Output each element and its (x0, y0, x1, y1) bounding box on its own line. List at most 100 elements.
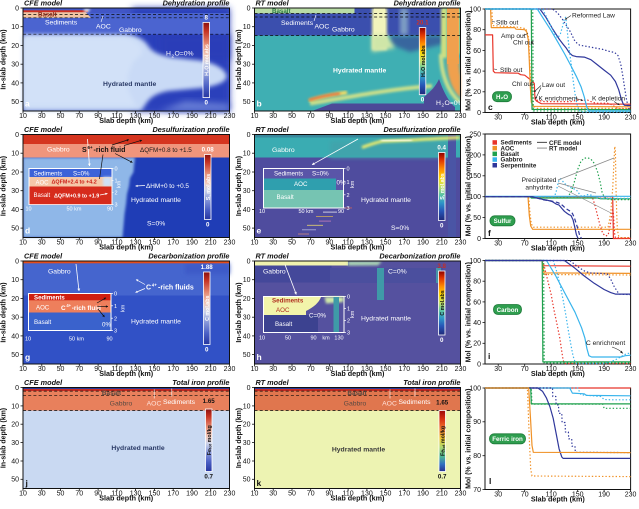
svg-text:150: 150 (380, 491, 392, 498)
svg-text:0.4: 0.4 (437, 145, 446, 152)
svg-text:0: 0 (477, 110, 481, 117)
svg-text:1: 1 (115, 179, 118, 185)
svg-text:0: 0 (477, 361, 481, 368)
svg-text:150: 150 (149, 113, 161, 120)
svg-text:Slab depth (km): Slab depth (km) (531, 244, 586, 253)
svg-text:10: 10 (259, 209, 265, 215)
svg-text:Basalt: Basalt (34, 319, 51, 326)
svg-text:70: 70 (521, 366, 529, 373)
svg-text:Gabbro: Gabbro (119, 27, 142, 34)
svg-text:20: 20 (11, 43, 19, 50)
svg-text:H₂O: H₂O (496, 94, 508, 101)
svg-text:20: 20 (243, 296, 251, 303)
svg-text:km: km (350, 310, 356, 318)
svg-text:km: km (350, 180, 356, 188)
svg-text:50 km: 50 km (69, 336, 84, 342)
svg-text:Sediments: Sediments (281, 20, 314, 27)
svg-text:3: 3 (114, 329, 117, 335)
svg-text:2: 2 (172, 53, 175, 58)
svg-text:50 km: 50 km (299, 209, 314, 215)
svg-text:RT model: RT model (256, 252, 290, 261)
svg-text:Amp out: Amp out (501, 33, 526, 40)
svg-text:40: 40 (11, 333, 19, 340)
svg-text:210: 210 (205, 366, 217, 373)
svg-text:0: 0 (204, 100, 208, 107)
svg-text:10: 10 (11, 151, 19, 158)
svg-text:90: 90 (326, 113, 334, 120)
svg-text:Mol (% vs. initial composition: Mol (% vs. initial composition) (466, 389, 473, 489)
svg-text:S, mol.abs: S, mol.abs (440, 173, 446, 200)
svg-text:k: k (257, 478, 262, 488)
svg-text:H₂O mol.abs: H₂O mol.abs (205, 44, 211, 76)
svg-text:Decarbonization profile: Decarbonization profile (379, 252, 460, 261)
svg-text:Desulfurization profile: Desulfurization profile (152, 125, 229, 134)
svg-text:50: 50 (288, 240, 296, 247)
svg-text:AOC: AOC (36, 305, 50, 312)
svg-text:Chl out: Chl out (513, 39, 534, 46)
svg-text:20: 20 (11, 296, 19, 303)
svg-text:130: 130 (130, 240, 142, 247)
svg-text:230: 230 (224, 491, 236, 498)
svg-text:10: 10 (243, 403, 251, 410)
svg-text:C: C (146, 285, 151, 292)
svg-text:0: 0 (15, 5, 19, 12)
svg-text:10: 10 (243, 151, 251, 158)
svg-text:Slab depth (km): Slab depth (km) (531, 495, 586, 504)
svg-text:190: 190 (598, 366, 610, 373)
svg-text:j: j (25, 478, 28, 488)
svg-text:Gabbro: Gabbro (263, 268, 286, 275)
svg-text:170: 170 (398, 491, 410, 498)
svg-text:50: 50 (285, 336, 291, 342)
svg-text:Hydrated mantle: Hydrated mantle (111, 445, 164, 452)
svg-text:210: 210 (436, 491, 448, 498)
svg-text:110: 110 (546, 366, 557, 373)
svg-text:150: 150 (572, 115, 584, 122)
svg-text:70: 70 (521, 115, 529, 122)
svg-text:30: 30 (494, 241, 502, 248)
svg-text:Sediments: Sediments (45, 20, 78, 27)
svg-text:Mol (% vs. initial composition: Mol (% vs. initial composition) (466, 11, 473, 111)
svg-text:a: a (25, 99, 30, 109)
svg-text:110: 110 (111, 240, 122, 247)
svg-text:Hydrated mantle: Hydrated mantle (361, 316, 411, 323)
svg-text:230: 230 (224, 366, 236, 373)
svg-text:190: 190 (186, 366, 198, 373)
svg-text:130: 130 (361, 113, 373, 120)
svg-text:CFE model: CFE model (24, 252, 63, 261)
svg-text:Mol (% vs. initial composition: Mol (% vs. initial composition) (465, 262, 472, 362)
svg-text:30: 30 (38, 366, 46, 373)
svg-text:In-slab depth (km): In-slab depth (km) (1, 408, 8, 468)
svg-text:10: 10 (243, 277, 251, 284)
svg-text:80: 80 (473, 279, 481, 286)
svg-text:Basalt: Basalt (277, 194, 294, 201)
svg-text:AOC: AOC (501, 145, 515, 152)
svg-text:Sediments: Sediments (274, 170, 303, 177)
svg-text:2: 2 (114, 316, 117, 322)
svg-text:1: 1 (347, 180, 350, 186)
svg-text:80: 80 (473, 27, 481, 34)
svg-text:ΔQFM+2.4 to +4.2: ΔQFM+2.4 to +4.2 (52, 179, 97, 185)
svg-text:AOC: AOC (315, 24, 330, 31)
svg-text:110: 110 (546, 115, 557, 122)
svg-text:150: 150 (380, 240, 392, 247)
svg-text:50 km: 50 km (67, 207, 82, 213)
svg-text:10: 10 (25, 336, 31, 342)
svg-text:30: 30 (494, 366, 502, 373)
svg-text:Chl out: Chl out (512, 81, 533, 88)
svg-text:10: 10 (19, 113, 27, 120)
svg-text:40: 40 (243, 333, 251, 340)
svg-text:AOC: AOC (147, 401, 162, 408)
svg-text:ΔHM+0 to +0.5: ΔHM+0 to +0.5 (146, 183, 189, 190)
svg-text:Feₜₒₜ mol/kg: Feₜₒₜ mol/kg (441, 426, 447, 456)
svg-text:40: 40 (473, 69, 481, 76)
svg-text:C mol.abs: C mol.abs (205, 296, 211, 321)
svg-text:In-slab depth (km): In-slab depth (km) (236, 156, 243, 216)
svg-text:30: 30 (269, 113, 277, 120)
svg-text:Basalt: Basalt (102, 390, 122, 397)
svg-text:Basalt: Basalt (347, 390, 367, 397)
svg-text:Slab depth (km): Slab depth (km) (99, 494, 154, 503)
svg-text:30: 30 (11, 62, 19, 69)
svg-text:0: 0 (347, 167, 350, 173)
svg-text:90: 90 (94, 366, 102, 373)
svg-text:170: 170 (398, 366, 410, 373)
